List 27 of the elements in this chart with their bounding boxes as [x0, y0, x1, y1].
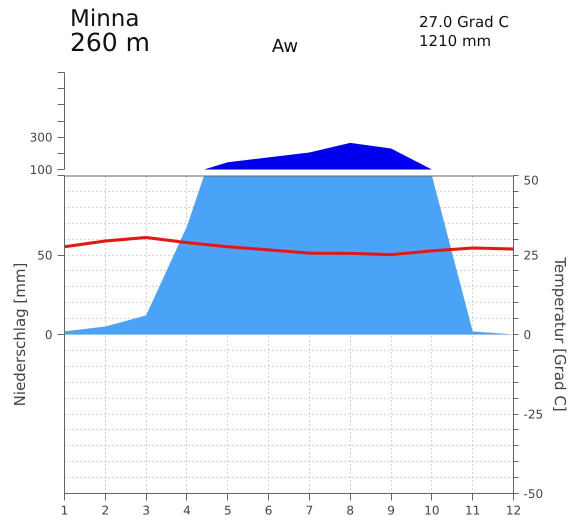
x-tick-label: 12 — [506, 504, 522, 518]
y2-tick-label: -25 — [524, 408, 544, 422]
y-tick-label: 100 — [30, 163, 52, 177]
y-tick-label: 0 — [44, 328, 53, 342]
x-tick-label: 6 — [264, 504, 272, 518]
y2-tick-label: -50 — [524, 487, 544, 501]
x-tick-label: 7 — [306, 504, 314, 518]
x-tick-label: 5 — [224, 504, 232, 518]
x-tick-label: 4 — [183, 504, 191, 518]
y-axis-title: Niederschlag [mm] — [11, 262, 30, 406]
x-tick-label: 8 — [346, 504, 354, 518]
text: 27.0 Grad C — [419, 12, 509, 33]
line-series — [64, 236, 514, 256]
y2-tick-label: 25 — [524, 248, 539, 262]
x-tick-label: 2 — [102, 504, 110, 518]
x-tick-label: 11 — [465, 504, 480, 518]
x-tick-label: 3 — [142, 504, 150, 518]
text: 1210 mm — [419, 31, 492, 52]
y2-tick-label: 50 — [524, 174, 539, 188]
y-tick-label: 300 — [30, 130, 52, 145]
text: Aw — [272, 35, 298, 59]
x-tick-label: 1 — [60, 504, 68, 518]
x-tick-label: 10 — [424, 504, 440, 518]
x-tick-label: 9 — [387, 504, 395, 518]
y-tick-label: 50 — [37, 248, 53, 262]
y2-tick-label: 0 — [524, 328, 532, 342]
y2-axis-title: Temperatur [Grad C] — [551, 256, 570, 412]
